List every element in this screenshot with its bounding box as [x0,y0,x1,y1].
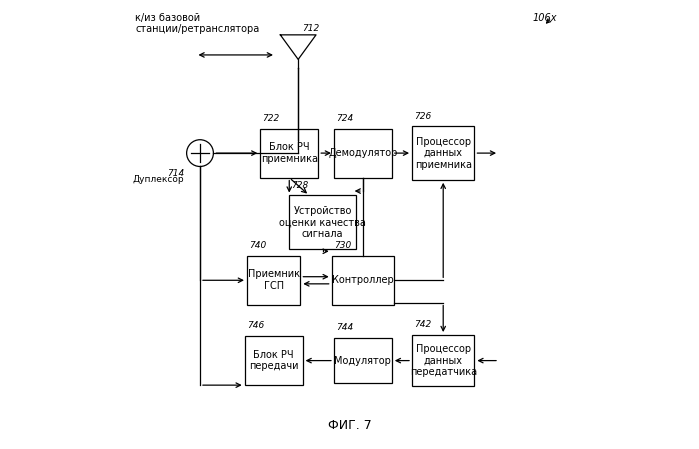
Bar [247,256,301,305]
Text: 714: 714 [167,169,185,178]
Text: Блок РЧ
приемника: Блок РЧ приемника [261,142,318,164]
Text: 726: 726 [415,111,431,120]
Text: к/из базовой
станции/ретранслятора: к/из базовой станции/ретранслятора [136,13,259,34]
Bar [334,338,392,383]
Bar [412,335,475,386]
Bar [289,195,356,249]
Text: Приемник
ГСП: Приемник ГСП [247,269,300,291]
Bar [245,336,303,385]
Text: 722: 722 [263,114,280,123]
Text: Контроллер: Контроллер [332,275,394,285]
Bar [260,128,318,178]
Text: Дуплексор: Дуплексор [133,175,185,184]
Text: Демодулятор: Демодулятор [329,148,398,158]
Text: Процессор
данных
передатчика: Процессор данных передатчика [410,344,477,377]
Text: 106х: 106х [533,13,557,22]
Text: 730: 730 [334,241,351,250]
Text: 742: 742 [415,320,431,329]
Text: Модулятор: Модулятор [334,356,391,365]
Bar [334,128,392,178]
Text: Устройство
оценки качества
сигнала: Устройство оценки качества сигнала [280,206,366,239]
Bar [412,126,475,180]
Text: 728: 728 [291,180,309,189]
Text: Процессор
данных
приемника: Процессор данных приемника [415,136,472,170]
Text: 724: 724 [336,114,354,123]
Text: 744: 744 [336,323,354,333]
Text: 712: 712 [302,24,319,33]
Bar [331,256,394,305]
Text: ФИГ. 7: ФИГ. 7 [328,419,371,432]
Text: Блок РЧ
передачи: Блок РЧ передачи [249,350,298,371]
Text: 740: 740 [249,241,266,250]
Text: 746: 746 [247,321,264,330]
